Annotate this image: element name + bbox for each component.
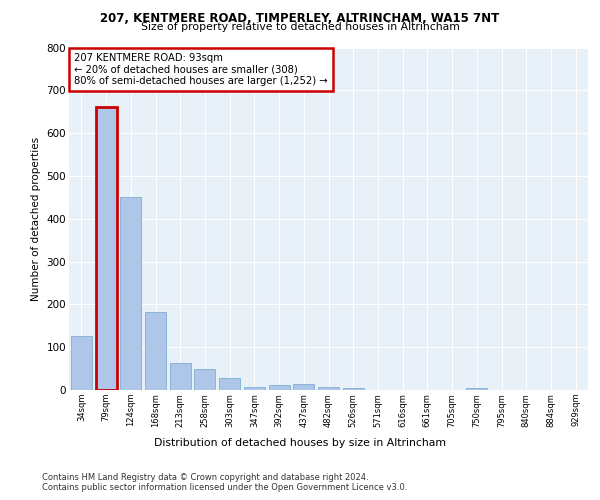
Text: Contains HM Land Registry data © Crown copyright and database right 2024.: Contains HM Land Registry data © Crown c… xyxy=(42,472,368,482)
Text: Contains public sector information licensed under the Open Government Licence v3: Contains public sector information licen… xyxy=(42,484,407,492)
Bar xyxy=(244,387,265,390)
Bar xyxy=(343,388,364,390)
Text: 207 KENTMERE ROAD: 93sqm
← 20% of detached houses are smaller (308)
80% of semi-: 207 KENTMERE ROAD: 93sqm ← 20% of detach… xyxy=(74,52,328,86)
Y-axis label: Number of detached properties: Number of detached properties xyxy=(31,136,41,301)
Bar xyxy=(120,198,141,390)
Text: Distribution of detached houses by size in Altrincham: Distribution of detached houses by size … xyxy=(154,438,446,448)
Bar xyxy=(170,364,191,390)
Bar xyxy=(71,336,92,390)
Bar xyxy=(466,388,487,390)
Bar xyxy=(269,385,290,390)
Text: Size of property relative to detached houses in Altrincham: Size of property relative to detached ho… xyxy=(140,22,460,32)
Bar xyxy=(145,312,166,390)
Bar xyxy=(95,108,116,390)
Bar xyxy=(293,384,314,390)
Bar xyxy=(219,378,240,390)
Text: 207, KENTMERE ROAD, TIMPERLEY, ALTRINCHAM, WA15 7NT: 207, KENTMERE ROAD, TIMPERLEY, ALTRINCHA… xyxy=(100,12,500,26)
Bar xyxy=(194,368,215,390)
Bar xyxy=(318,388,339,390)
